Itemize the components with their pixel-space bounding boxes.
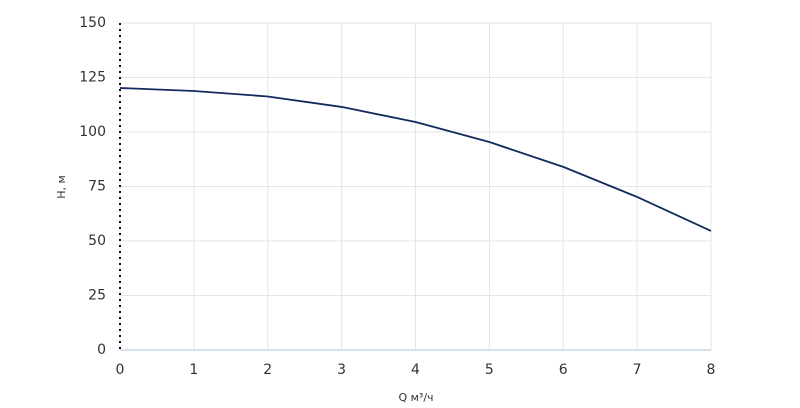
x-axis-title: Q м³/ч xyxy=(398,391,433,404)
y-tick-label: 25 xyxy=(88,288,106,304)
y-tick-label: 0 xyxy=(97,342,106,358)
y-tick-label: 150 xyxy=(79,15,106,31)
line-series xyxy=(119,87,712,232)
y-tick-label: 125 xyxy=(79,70,106,86)
y-tick-label: 100 xyxy=(79,124,106,140)
x-tick-label: 1 xyxy=(189,362,198,378)
x-tick-label: 0 xyxy=(116,362,125,378)
y-axis-title: H, м xyxy=(55,175,68,199)
x-tick-label: 5 xyxy=(485,362,494,378)
y-tick-label: 75 xyxy=(88,179,106,195)
x-tick-label: 7 xyxy=(633,362,642,378)
x-tick-label: 8 xyxy=(707,362,716,378)
y-tick-label: 50 xyxy=(88,233,106,249)
x-tick-label: 4 xyxy=(411,362,420,378)
x-tick-label: 3 xyxy=(337,362,346,378)
x-tick-label: 6 xyxy=(559,362,568,378)
x-tick-label: 2 xyxy=(263,362,272,378)
